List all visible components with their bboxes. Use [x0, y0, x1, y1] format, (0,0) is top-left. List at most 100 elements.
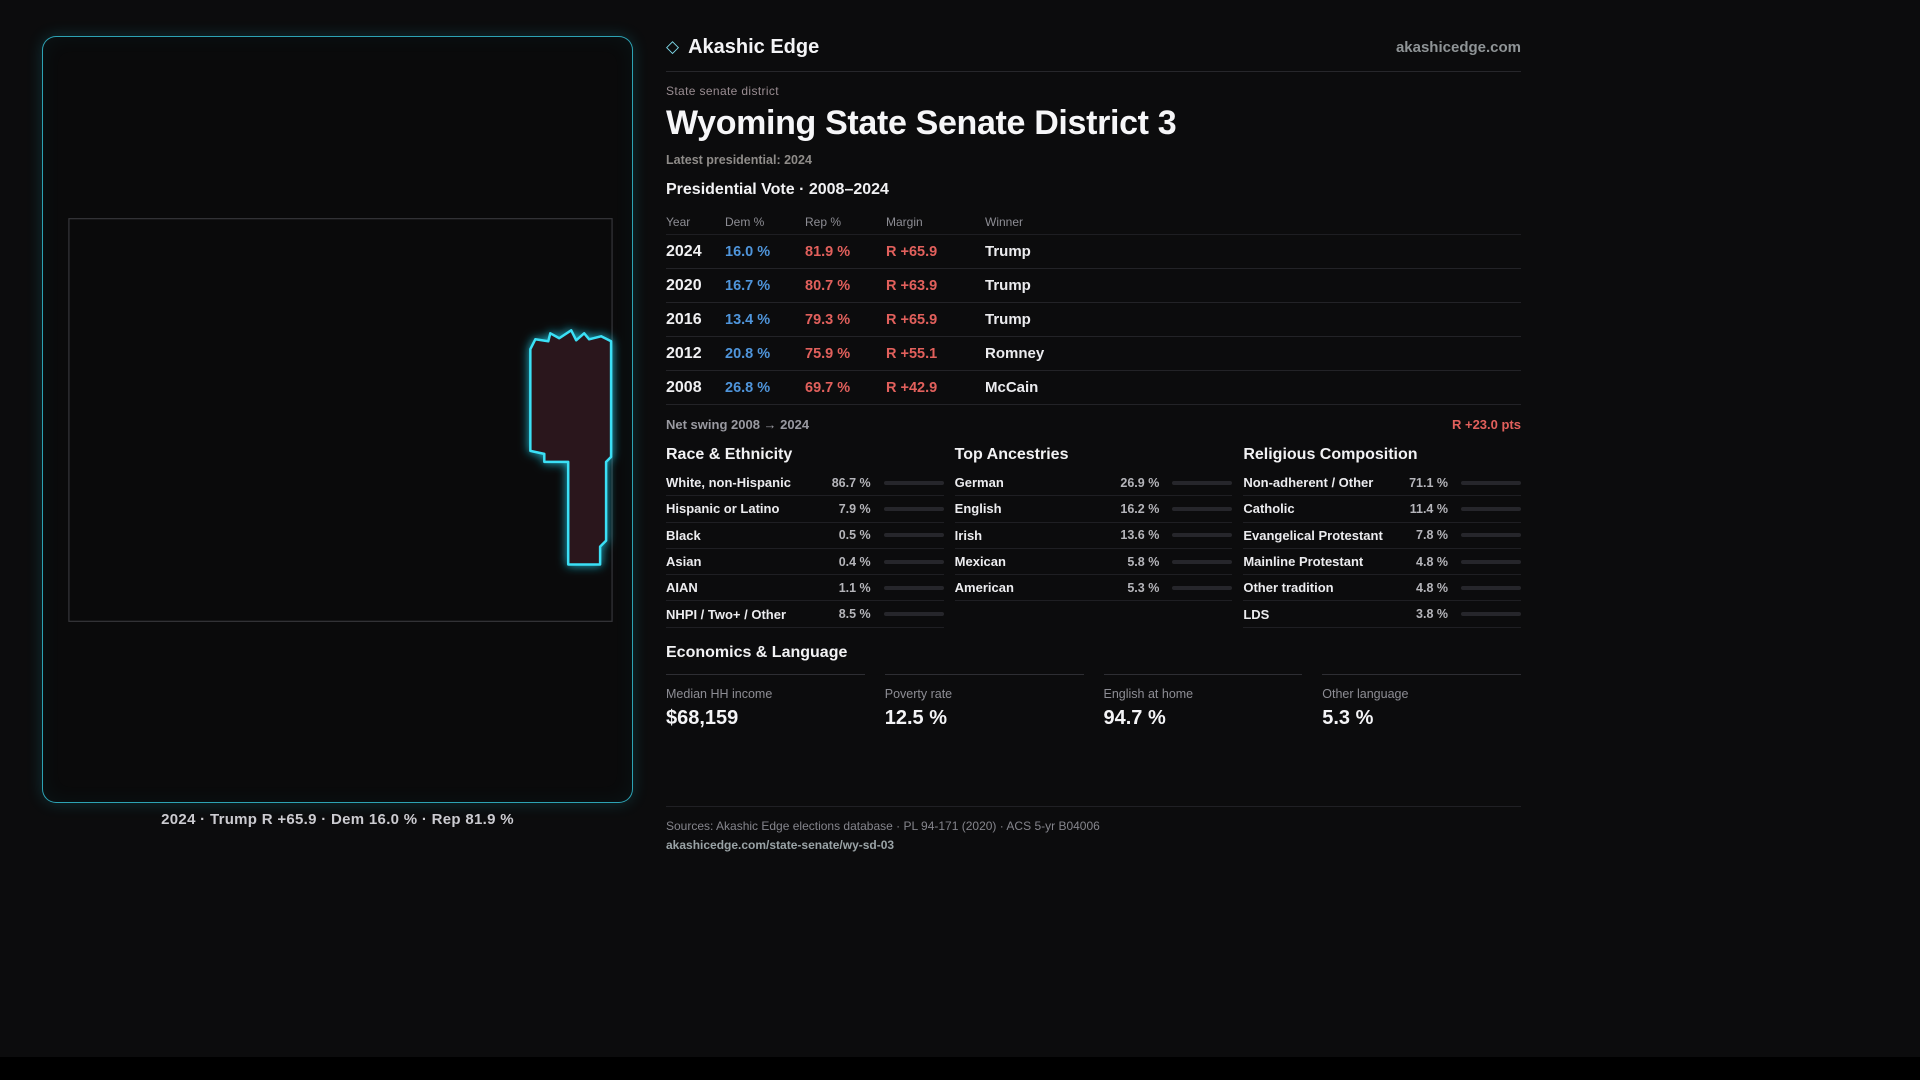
- stat-value: 13.6 %: [1120, 528, 1160, 543]
- year-cell: 2020: [666, 276, 702, 294]
- col-winner: Winner: [985, 214, 1024, 229]
- rep-cell: 79.3 %: [805, 311, 851, 328]
- margin-cell: R +63.9: [886, 277, 938, 294]
- stat-label: Asian: [666, 554, 702, 570]
- list-item: Mexican 5.8 %: [954, 549, 1233, 576]
- dem-cell: 13.4 %: [725, 311, 771, 328]
- stat-value: 4.8 %: [1416, 554, 1448, 569]
- stat-label: Black: [666, 527, 701, 543]
- stat-label: Hispanic or Latino: [666, 501, 780, 517]
- bar-track: [1172, 559, 1233, 564]
- winner-cell: Romney: [985, 345, 1045, 362]
- year-cell: 2016: [666, 310, 702, 328]
- col-margin: Margin: [886, 214, 923, 229]
- district-map-panel: [42, 36, 633, 803]
- latest-presidential: Latest presidential: 2024: [666, 153, 812, 167]
- list-item: White, non-Hispanic 86.7 %: [666, 470, 944, 497]
- winner-cell: Trump: [985, 243, 1031, 260]
- year-cell: 2012: [666, 344, 702, 362]
- net-swing-label: Net swing 2008 → 2024: [666, 417, 810, 432]
- stat-label: Poverty rate: [884, 686, 953, 701]
- ancestry-title: Top Ancestries: [954, 446, 1069, 463]
- table-row: 2008 26.8 % 69.7 % R +42.9 McCain: [666, 371, 1521, 405]
- rep-cell: 81.9 %: [805, 243, 851, 260]
- stat-value: 5.8 %: [1127, 554, 1160, 569]
- economics-stats: Median HH income $68,159 Poverty rate 12…: [666, 673, 1521, 730]
- map-caption: 2024 · Trump R +65.9 · Dem 16.0 % · Rep …: [161, 811, 514, 828]
- district-shape[interactable]: [529, 329, 613, 566]
- page-title: Wyoming State Senate District 3: [666, 104, 1177, 142]
- stat-value: 3.8 %: [1416, 607, 1448, 622]
- stat-card: English at home 94.7 %: [1103, 673, 1303, 730]
- list-item: Asian 0.4 %: [666, 549, 944, 576]
- bar-track: [883, 506, 944, 511]
- stat-value: 26.9 %: [1120, 475, 1160, 490]
- stat-value: 5.3 %: [1322, 706, 1374, 729]
- stat-value: 7.9 %: [838, 501, 871, 516]
- stat-label: Evangelical Protestant: [1243, 527, 1383, 543]
- net-swing: Net swing 2008 → 2024 R +23.0 pts: [666, 417, 1521, 432]
- stat-value: 12.5 %: [884, 706, 948, 729]
- footer-permalink[interactable]: akashicedge.com/state-senate/wy-sd-03: [666, 838, 895, 852]
- stat-value: 0.4 %: [838, 554, 871, 569]
- vote-table: Year Dem % Rep % Margin Winner 2024 16.0…: [666, 209, 1521, 405]
- list-item: German 26.9 %: [954, 470, 1233, 497]
- stat-value: 16.2 %: [1120, 501, 1160, 516]
- stat-label: Irish: [954, 527, 983, 543]
- stat-label: English: [954, 501, 1002, 517]
- list-item: LDS 3.8 %: [1243, 601, 1521, 628]
- stat-value: 7.8 %: [1416, 528, 1448, 543]
- year-cell: 2024: [666, 242, 702, 260]
- stat-label: Other language: [1322, 686, 1409, 701]
- list-item: NHPI / Two+ / Other 8.5 %: [666, 601, 944, 628]
- table-row: 2024 16.0 % 81.9 % R +65.9 Trump: [666, 235, 1521, 269]
- bar-track: [1460, 480, 1521, 485]
- winner-cell: Trump: [985, 311, 1031, 328]
- brand: ◇ Akashic Edge: [666, 36, 819, 59]
- stat-value: 11.4 %: [1409, 501, 1448, 516]
- list-item: Catholic 11.4 %: [1243, 496, 1521, 523]
- economics-title: Economics & Language: [666, 643, 848, 661]
- stat-label: Catholic: [1243, 501, 1295, 517]
- stat-card: Other language 5.3 %: [1322, 673, 1521, 730]
- bar-track: [883, 533, 944, 538]
- stat-value: $68,159: [666, 706, 739, 729]
- stat-value: 1.1 %: [838, 580, 871, 595]
- col-dem: Dem %: [725, 214, 765, 229]
- bottom-strip: [0, 1057, 1920, 1080]
- bar-track: [1460, 506, 1521, 511]
- stat-value: 71.1 %: [1409, 475, 1448, 490]
- year-cell: 2008: [666, 378, 702, 396]
- stat-value: 0.5 %: [838, 528, 871, 543]
- bar-track: [1172, 480, 1233, 485]
- list-item: Evangelical Protestant 7.8 %: [1243, 523, 1521, 549]
- dem-cell: 16.0 %: [725, 243, 771, 260]
- margin-cell: R +65.9: [886, 243, 938, 260]
- bar-track: [1460, 612, 1521, 617]
- stat-label: German: [954, 475, 1004, 491]
- list-item: Other tradition 4.8 %: [1243, 575, 1521, 602]
- bar-track: [1460, 559, 1521, 564]
- stat-label: Median HH income: [666, 686, 773, 701]
- stat-value: 4.8 %: [1416, 580, 1448, 595]
- stat-value: 86.7 %: [831, 475, 871, 490]
- bar-track: [1172, 585, 1233, 590]
- dem-cell: 20.8 %: [725, 345, 771, 362]
- stat-label: Other tradition: [1243, 580, 1334, 596]
- table-row: 2020 16.7 % 80.7 % R +63.9 Trump: [666, 269, 1521, 303]
- net-swing-value: R +23.0 pts: [1451, 417, 1521, 432]
- stat-label: English at home: [1103, 686, 1194, 701]
- bar-track: [883, 480, 944, 485]
- stat-label: Mexican: [954, 554, 1006, 570]
- race-column: Race & Ethnicity White, non-Hispanic 86.…: [666, 446, 944, 628]
- bar-track: [883, 559, 944, 564]
- bar-track: [1172, 506, 1233, 511]
- vote-table-header: Year Dem % Rep % Margin Winner: [666, 209, 1521, 235]
- list-item: AIAN 1.1 %: [666, 575, 944, 602]
- dem-cell: 16.7 %: [725, 277, 771, 294]
- kicker: State senate district: [666, 84, 779, 98]
- brand-domain-link[interactable]: akashicedge.com: [1395, 39, 1521, 56]
- footer-sources: Sources: Akashic Edge elections database…: [666, 819, 1100, 833]
- stat-label: Mainline Protestant: [1243, 554, 1364, 570]
- winner-cell: McCain: [985, 379, 1039, 396]
